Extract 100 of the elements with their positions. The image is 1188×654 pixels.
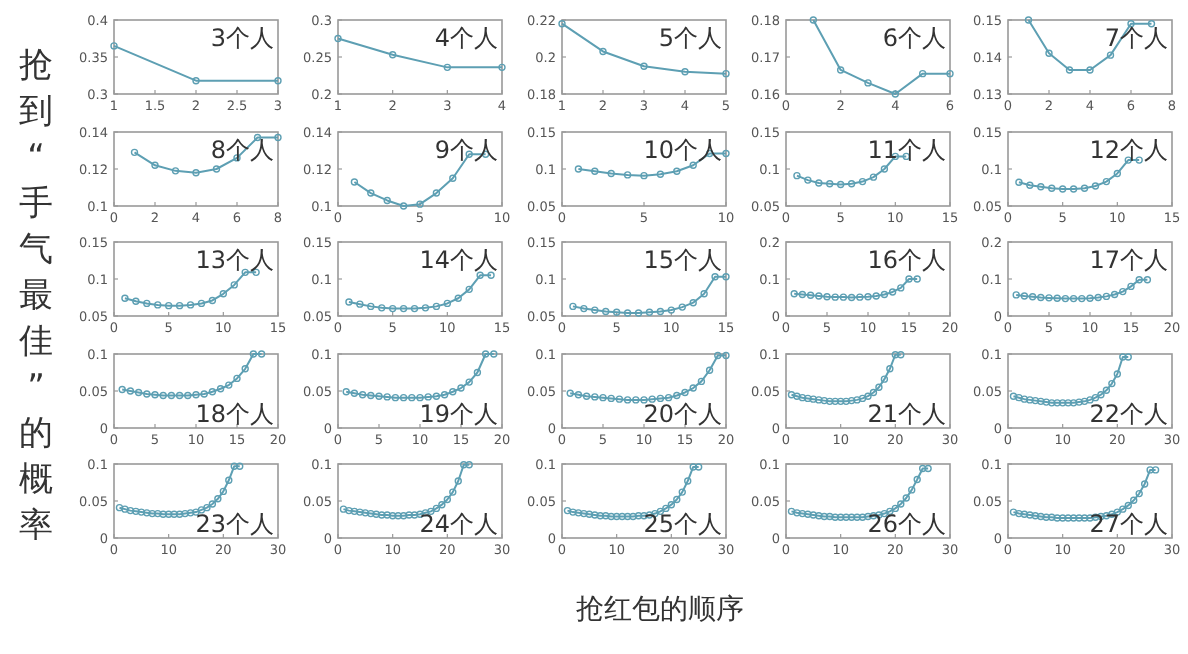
point (858, 394, 867, 403)
point (1069, 399, 1078, 407)
point (416, 393, 424, 402)
point (121, 294, 129, 302)
point (1075, 514, 1083, 522)
point (454, 477, 462, 485)
point (175, 301, 184, 310)
point (432, 189, 441, 197)
point (212, 165, 221, 173)
point (154, 301, 162, 309)
point (383, 196, 391, 205)
point (1091, 393, 1100, 402)
point (858, 513, 867, 521)
point (1119, 287, 1127, 296)
point (134, 388, 143, 397)
point (443, 495, 452, 504)
point (1135, 276, 1143, 284)
point (872, 292, 880, 300)
point (607, 394, 615, 403)
point (342, 388, 350, 396)
point (678, 488, 686, 496)
point (623, 512, 632, 521)
point (367, 391, 375, 400)
point (1020, 292, 1029, 300)
point (148, 509, 156, 518)
point (154, 509, 162, 518)
point (815, 292, 823, 300)
point (367, 189, 375, 197)
point (574, 391, 583, 399)
annotation: 23个人 (195, 510, 274, 538)
point (902, 494, 910, 502)
point (599, 47, 607, 56)
point (858, 177, 867, 186)
point (1020, 395, 1029, 403)
point (1080, 184, 1089, 192)
point (1143, 276, 1152, 284)
point (634, 309, 643, 317)
point (694, 463, 703, 471)
point (656, 394, 665, 403)
point (798, 393, 807, 402)
point (826, 180, 834, 188)
x-axis-title: 抢红包的顺序 (576, 594, 744, 626)
point (192, 391, 200, 399)
point (602, 512, 610, 520)
point (432, 504, 441, 513)
point (607, 169, 615, 178)
point (181, 509, 189, 518)
point (200, 390, 208, 398)
point (175, 510, 184, 519)
point (673, 167, 681, 175)
annotation: 15个人 (643, 246, 722, 274)
point (836, 513, 845, 521)
point (826, 397, 834, 406)
point (891, 351, 900, 359)
point (1053, 399, 1061, 407)
point (1058, 514, 1067, 522)
point (421, 304, 430, 312)
point (869, 173, 878, 181)
point (184, 391, 192, 400)
line-series (342, 350, 498, 402)
point (1061, 294, 1070, 303)
point (481, 350, 490, 358)
point (454, 294, 462, 302)
point (836, 180, 845, 189)
point (449, 388, 457, 396)
point (790, 290, 798, 298)
point (1127, 282, 1135, 291)
annotation: 20个人 (643, 400, 722, 428)
point (602, 307, 610, 316)
point (563, 506, 572, 515)
point (1020, 510, 1029, 519)
point (367, 302, 375, 311)
point (388, 512, 397, 520)
point (640, 396, 648, 404)
point (233, 374, 241, 383)
point (1037, 183, 1045, 191)
point (137, 508, 146, 516)
annotation: 25个人 (643, 510, 722, 538)
point (809, 511, 818, 519)
point (585, 510, 594, 519)
point (118, 385, 126, 394)
point (847, 513, 856, 521)
point (1106, 51, 1115, 59)
point (864, 79, 872, 87)
point (121, 505, 129, 513)
point (383, 393, 391, 401)
point (629, 512, 637, 521)
line-series (118, 350, 266, 400)
point (673, 495, 681, 504)
line-series (569, 273, 730, 317)
point (1064, 514, 1072, 522)
point (847, 396, 856, 405)
point (186, 509, 195, 517)
point (1024, 16, 1033, 24)
point (432, 302, 441, 311)
point (214, 495, 222, 503)
point (151, 161, 159, 169)
point (623, 309, 632, 317)
point (853, 513, 861, 521)
point (612, 512, 621, 521)
